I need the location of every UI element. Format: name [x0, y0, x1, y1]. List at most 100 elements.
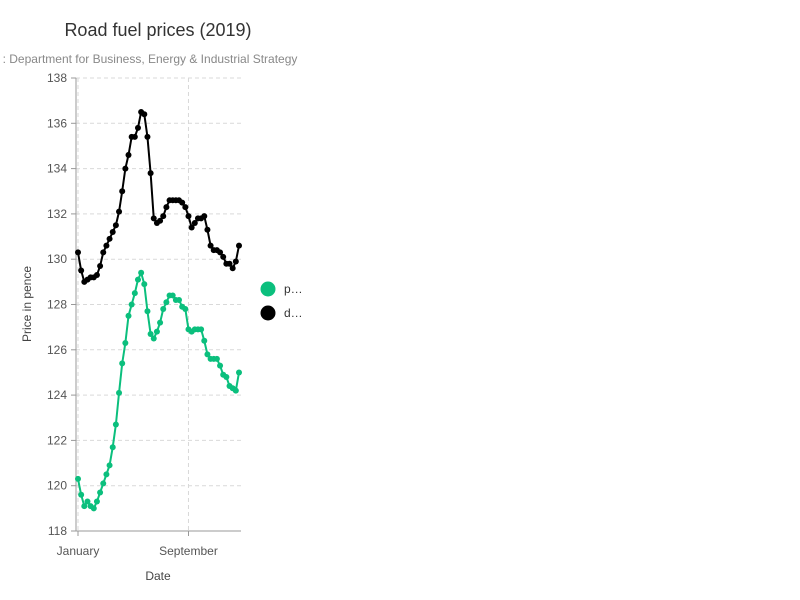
- series-line-1: [77, 110, 240, 283]
- data-point: [78, 491, 85, 498]
- legend-label-0: p…: [284, 282, 303, 296]
- data-point: [141, 281, 148, 288]
- data-point: [144, 308, 151, 315]
- data-point: [84, 498, 91, 505]
- data-point: [236, 242, 242, 249]
- data-point: [204, 226, 211, 233]
- x-axis-label: Date: [145, 569, 171, 583]
- data-point: [144, 133, 151, 140]
- data-point: [201, 213, 208, 220]
- y-tick-label: 120: [47, 479, 67, 493]
- data-point: [75, 249, 81, 256]
- data-point: [138, 269, 145, 276]
- data-point: [160, 213, 167, 220]
- data-point: [90, 505, 97, 512]
- data-point: [153, 328, 160, 335]
- grid-lines: [76, 77, 241, 532]
- data-point: [176, 296, 183, 303]
- chart-title: Road fuel prices (2019): [64, 20, 252, 40]
- y-tick-label: 128: [47, 298, 67, 312]
- chart-subtitle: : Department for Business, Energy & Indu…: [2, 52, 298, 66]
- data-point: [207, 242, 214, 249]
- data-point: [150, 215, 157, 222]
- data-point: [100, 480, 107, 487]
- y-tick-label: 126: [47, 343, 67, 357]
- data-point: [185, 213, 192, 220]
- y-axis-label: Price in pence: [20, 266, 34, 342]
- y-tick-label: 124: [47, 388, 67, 402]
- data-point: [217, 362, 224, 369]
- data-point: [106, 462, 113, 469]
- x-tick-label: September: [159, 544, 218, 558]
- data-point: [109, 444, 116, 451]
- data-point: [150, 335, 157, 342]
- data-point: [112, 222, 119, 229]
- data-point: [236, 369, 242, 376]
- data-point: [163, 299, 170, 306]
- data-point: [75, 475, 81, 482]
- y-tick-label: 118: [48, 524, 67, 538]
- data-point: [112, 421, 119, 428]
- data-point: [141, 111, 148, 118]
- data-point: [160, 306, 167, 313]
- data-point: [125, 152, 132, 159]
- data-point: [191, 219, 198, 226]
- data-point: [116, 208, 123, 215]
- data-point: [182, 306, 189, 313]
- series-layer: [75, 108, 242, 512]
- data-point: [213, 355, 220, 362]
- y-tick-label: 132: [47, 207, 67, 221]
- data-point: [122, 340, 129, 347]
- data-point: [232, 258, 239, 265]
- data-point: [157, 319, 164, 326]
- y-tick-label: 134: [47, 162, 67, 176]
- data-point: [169, 292, 176, 299]
- y-tick-label: 130: [47, 252, 67, 266]
- data-point: [125, 312, 132, 319]
- data-point: [119, 188, 126, 195]
- x-tick-label: January: [57, 544, 100, 558]
- legend-swatch-0: [260, 281, 276, 297]
- data-point: [128, 301, 135, 308]
- legend: p… d…: [260, 281, 303, 321]
- data-point: [147, 330, 154, 337]
- data-point: [119, 360, 126, 367]
- data-point: [182, 204, 189, 211]
- data-point: [220, 253, 227, 260]
- data-point: [188, 224, 195, 231]
- data-point: [78, 267, 85, 274]
- data-point: [204, 351, 211, 358]
- data-point: [116, 389, 123, 396]
- data-point: [131, 290, 138, 297]
- y-tick-label: 138: [47, 71, 67, 85]
- data-point: [81, 503, 88, 510]
- data-point: [134, 276, 141, 283]
- data-point: [179, 199, 186, 206]
- data-point: [109, 229, 116, 236]
- data-point: [131, 133, 138, 140]
- data-point: [147, 170, 154, 177]
- data-point: [93, 498, 100, 505]
- data-point: [229, 265, 236, 272]
- data-point: [97, 489, 104, 496]
- data-point: [201, 337, 208, 344]
- data-point: [97, 262, 104, 269]
- y-tick-label: 122: [47, 433, 67, 447]
- data-point: [100, 249, 107, 256]
- data-point: [232, 387, 239, 394]
- data-point: [157, 217, 164, 224]
- data-point: [106, 235, 113, 242]
- data-point: [223, 373, 230, 380]
- legend-label-1: d…: [284, 306, 303, 320]
- data-point: [226, 260, 233, 267]
- y-tick-label: 136: [47, 116, 67, 130]
- legend-swatch-1: [260, 305, 276, 321]
- data-point: [217, 249, 224, 256]
- data-point: [198, 326, 205, 333]
- data-point: [134, 124, 141, 131]
- series-line-0: [77, 271, 240, 510]
- data-point: [163, 204, 170, 211]
- data-point: [122, 165, 129, 172]
- data-point: [103, 242, 110, 249]
